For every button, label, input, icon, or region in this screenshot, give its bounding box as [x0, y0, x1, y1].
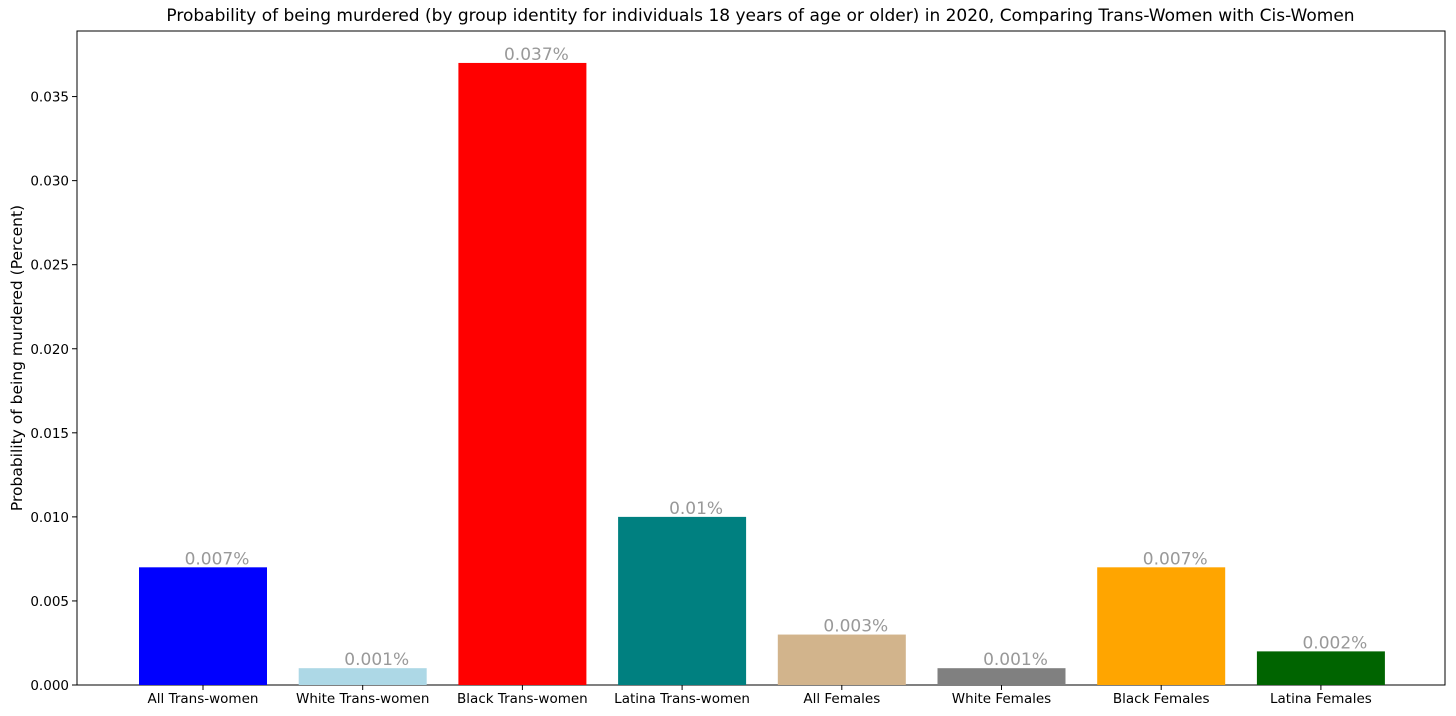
y-tick-label: 0.015 [30, 426, 69, 442]
y-tick-label: 0.010 [30, 510, 69, 526]
bar-white-trans-women [298, 668, 427, 685]
x-tick-label: Black Females [1113, 691, 1210, 707]
x-axis-ticks: All Trans-women White Trans-women Black Tr… [148, 685, 1372, 707]
x-tick-label: Latina Trans-women [614, 691, 750, 707]
bars-group [139, 62, 1385, 686]
bar-labels-group: 0.007% 0.001% 0.037% 0.01% 0.003% 0.001% 0.007… [185, 45, 1368, 670]
bar-value-label: 0.001% [983, 650, 1048, 670]
x-tick-label: Latina Females [1270, 691, 1372, 707]
y-tick-label: 0.035 [30, 90, 69, 106]
bar-value-label: 0.01% [669, 499, 723, 519]
bar-all-females [777, 634, 906, 685]
x-tick-label: Black Trans-women [457, 691, 588, 707]
bar-value-label: 0.003% [823, 617, 888, 637]
bar-value-label: 0.037% [504, 45, 569, 65]
bar-all-trans-women [139, 567, 267, 685]
bar-black-trans-women [458, 62, 587, 686]
x-tick-label: All Females [803, 691, 880, 707]
x-tick-label: White Females [952, 691, 1051, 707]
y-tick-label: 0.025 [30, 258, 69, 274]
bar-value-label: 0.001% [344, 650, 409, 670]
y-axis-label: Probability of being murdered (Percent) [8, 205, 26, 511]
x-tick-label: White Trans-women [296, 691, 429, 707]
bar-latina-females [1256, 651, 1385, 685]
y-tick-label: 0.005 [30, 594, 69, 610]
y-tick-label: 0.000 [30, 678, 69, 694]
chart-title: Probability of being murdered (by group … [166, 6, 1355, 26]
plot-frame [76, 30, 1446, 686]
bar-value-label: 0.007% [185, 549, 250, 569]
y-tick-label: 0.030 [30, 174, 69, 190]
bar-latina-trans-women [618, 516, 747, 685]
bar-black-females [1097, 567, 1226, 685]
y-axis-ticks: 0.000 0.005 0.010 0.015 0.020 0.025 0.030 0.035 [30, 90, 77, 694]
bar-value-label: 0.007% [1143, 549, 1208, 569]
bar-value-label: 0.002% [1302, 633, 1367, 653]
x-tick-label: All Trans-women [148, 691, 259, 707]
y-tick-label: 0.020 [30, 342, 69, 358]
bar-white-females [937, 668, 1066, 685]
